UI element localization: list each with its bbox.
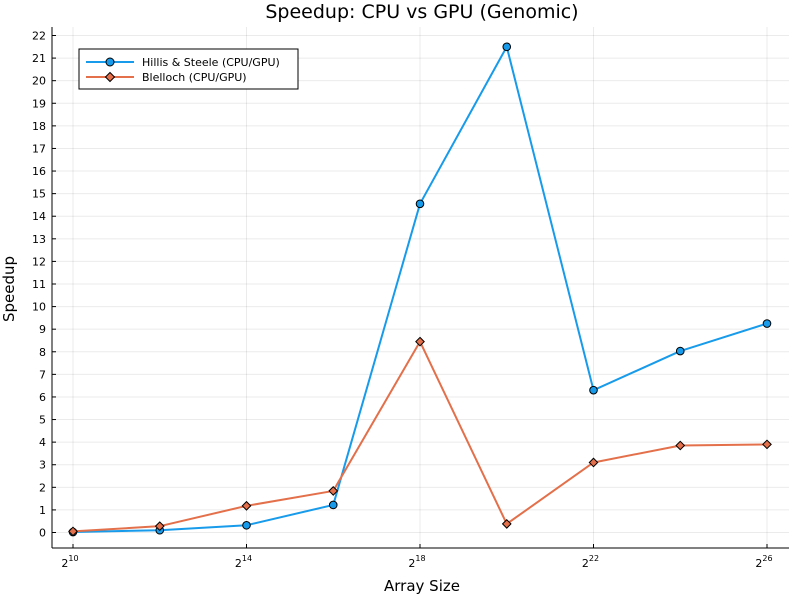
series-2 [68,336,772,537]
data-point [675,346,685,356]
y-tick-label: 19 [32,97,46,110]
data-point [588,457,599,468]
y-tick-label: 9 [39,323,46,336]
data-point [501,519,512,529]
y-tick-label: 15 [32,188,46,201]
y-tick-label: 12 [32,255,46,268]
x-tick-exponent: 22 [589,554,599,563]
chart-title: Speedup: CPU vs GPU (Genomic) [265,1,578,23]
y-tick-label: 16 [32,165,46,178]
y-tick-label: 14 [32,210,46,223]
y-tick-label: 2 [39,481,46,494]
y-tick-label: 6 [39,391,46,404]
legend: Hillis & Steele (CPU/GPU) Blelloch (CPU/G… [78,48,299,90]
x-tick-exponent: 26 [762,554,772,563]
data-point [241,500,252,511]
y-tick-label: 3 [39,459,46,472]
data-point [68,526,78,537]
x-ticks: 210 214 218 222 226 [61,544,773,570]
grid [52,27,789,548]
y-tick-label: 5 [39,414,46,427]
y-tick-label: 10 [32,301,46,314]
x-tick-base: 2 [235,557,242,570]
y-tick-label: 11 [32,278,46,291]
data-point [502,42,512,52]
data-point [675,440,686,451]
x-tick-label: 214 [235,554,252,570]
x-tick-base: 2 [582,557,589,570]
x-tick-label: 226 [755,554,772,570]
y-tick-label: 0 [39,527,46,540]
x-tick-label: 222 [582,554,599,570]
data-point [415,336,425,347]
y-axis-title: Speedup [0,256,18,322]
data-point [154,521,165,532]
data-point [328,486,339,496]
y-tick-label: 21 [32,52,46,65]
x-tick-base: 2 [61,557,68,570]
legend-marker [104,71,116,83]
y-tick-label: 22 [32,30,46,43]
data-point [328,500,338,510]
x-tick-exponent: 14 [242,554,252,563]
y-tick-label: 1 [39,504,46,517]
y-tick-label: 13 [32,233,46,246]
x-axis-title: Array Size [384,577,460,595]
y-tick-label: 7 [39,368,46,381]
legend-box [78,48,299,90]
x-tick-label: 210 [61,554,78,570]
legend-label: Blelloch (CPU/GPU) [142,71,247,84]
x-tick-base: 2 [408,557,415,570]
x-tick-exponent: 10 [68,554,78,563]
legend-marker [105,57,115,67]
data-point [589,385,598,395]
legend-entries: Hillis & Steele (CPU/GPU) Blelloch (CPU/G… [86,56,280,84]
y-tick-label: 17 [32,142,46,155]
x-tick-label: 218 [408,554,425,570]
legend-label: Hillis & Steele (CPU/GPU) [142,56,280,69]
x-tick-base: 2 [755,557,762,570]
data-point [242,520,251,530]
data-point [762,319,772,328]
y-tick-label: 18 [32,120,46,133]
data-point [415,199,425,209]
y-tick-label: 4 [39,436,46,449]
data-point [762,439,772,450]
y-tick-label: 8 [39,346,46,359]
x-tick-exponent: 18 [415,554,425,563]
y-tick-label: 20 [32,75,46,88]
series [68,42,772,537]
